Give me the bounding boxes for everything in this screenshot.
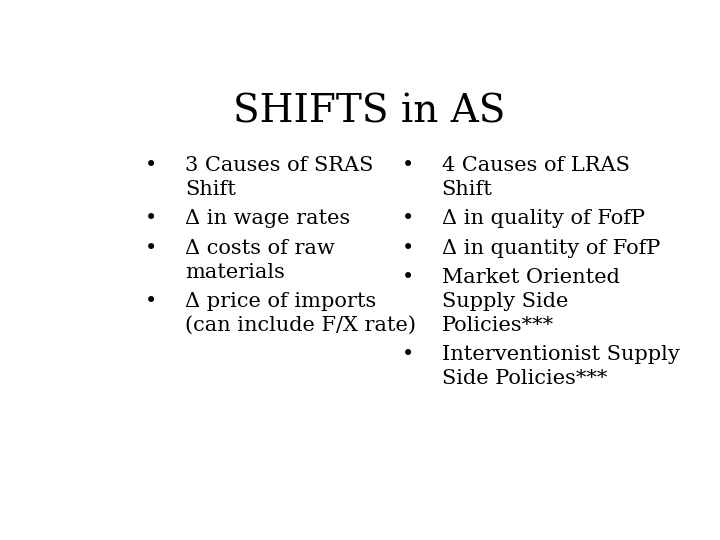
Text: Δ in quality of FofP: Δ in quality of FofP — [441, 210, 644, 228]
Text: Δ costs of raw: Δ costs of raw — [185, 239, 335, 258]
Text: materials: materials — [185, 263, 284, 282]
Text: •: • — [145, 210, 158, 228]
Text: •: • — [402, 345, 414, 364]
Text: Side Policies***: Side Policies*** — [441, 369, 607, 388]
Text: Δ in wage rates: Δ in wage rates — [185, 210, 350, 228]
Text: Supply Side: Supply Side — [441, 292, 568, 311]
Text: Market Oriented: Market Oriented — [441, 268, 619, 287]
Text: •: • — [402, 268, 414, 287]
Text: •: • — [402, 156, 414, 176]
Text: Shift: Shift — [441, 180, 492, 199]
Text: •: • — [402, 239, 414, 258]
Text: SHIFTS in AS: SHIFTS in AS — [233, 94, 505, 131]
Text: •: • — [145, 239, 158, 258]
Text: 4 Causes of LRAS: 4 Causes of LRAS — [441, 156, 629, 176]
Text: Shift: Shift — [185, 180, 235, 199]
Text: Δ price of imports: Δ price of imports — [185, 292, 376, 311]
Text: 3 Causes of SRAS: 3 Causes of SRAS — [185, 156, 373, 176]
Text: Interventionist Supply: Interventionist Supply — [441, 345, 680, 364]
Text: •: • — [145, 292, 158, 311]
Text: Policies***: Policies*** — [441, 316, 554, 335]
Text: •: • — [145, 156, 158, 176]
Text: •: • — [402, 210, 414, 228]
Text: Δ in quantity of FofP: Δ in quantity of FofP — [441, 239, 660, 258]
Text: (can include F/X rate): (can include F/X rate) — [185, 316, 416, 335]
